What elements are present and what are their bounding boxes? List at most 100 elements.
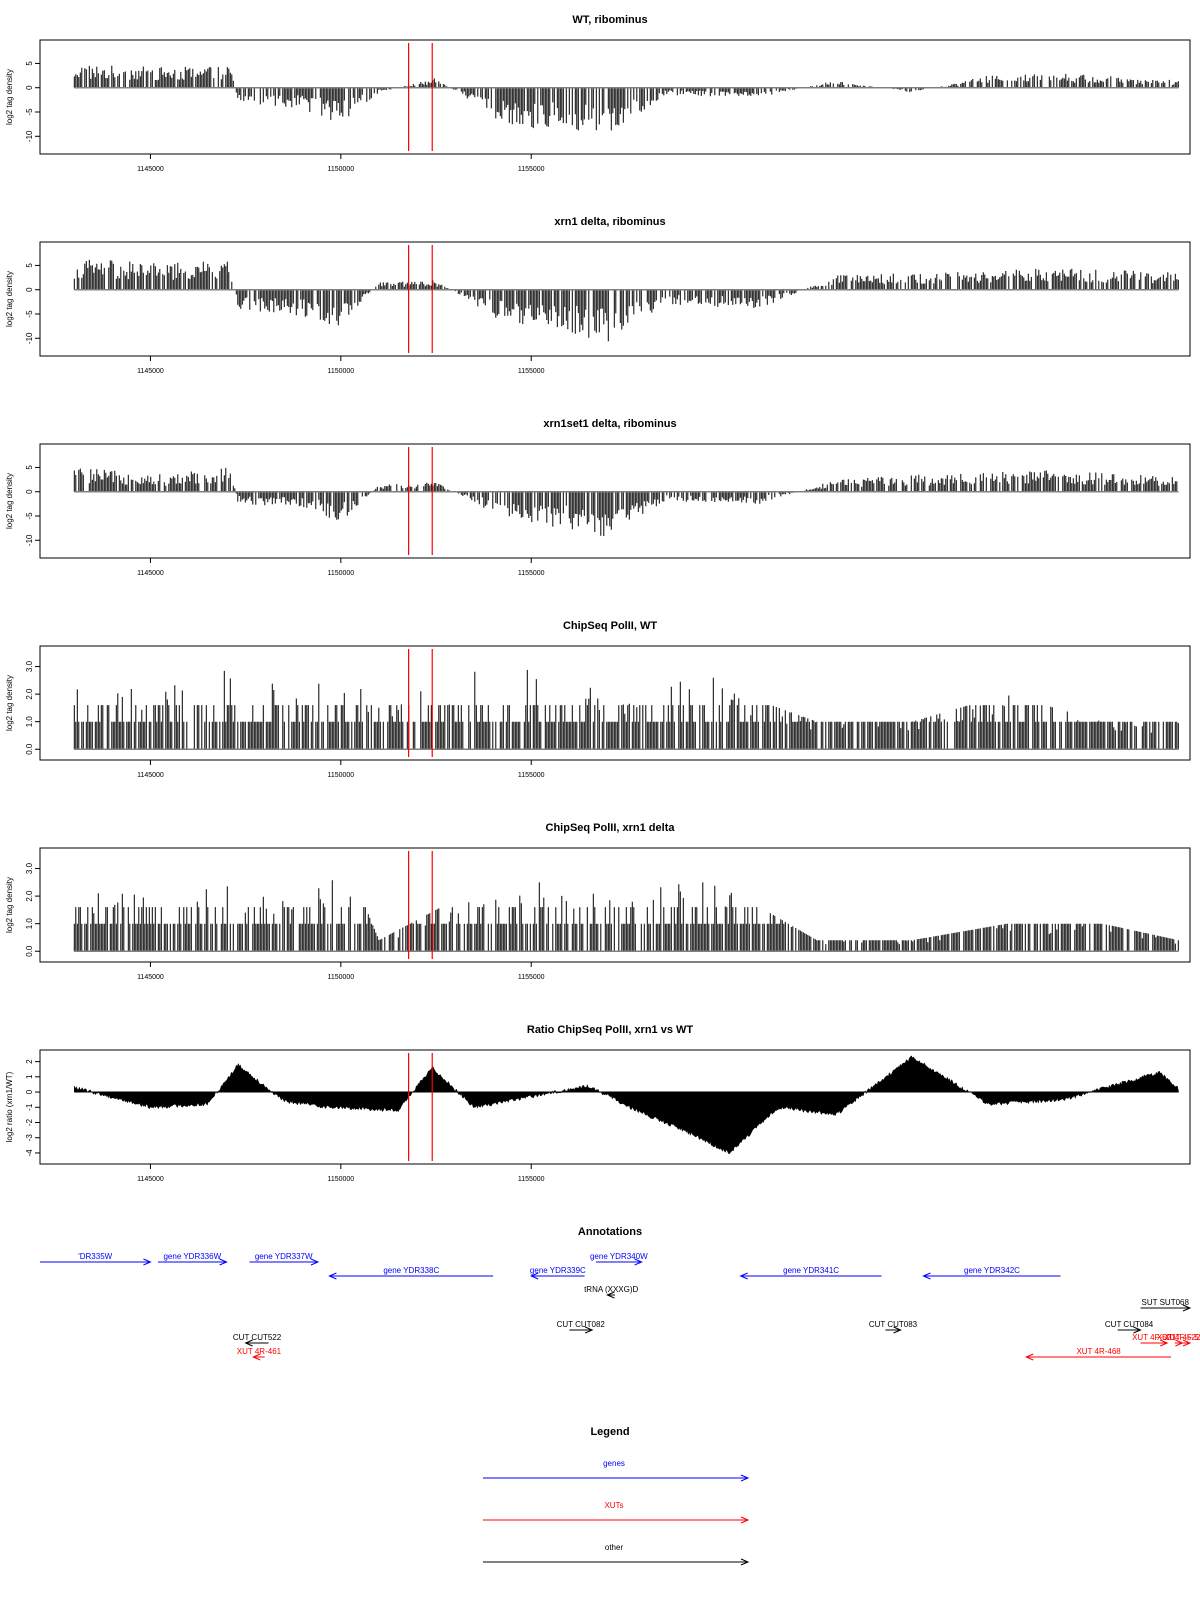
y-tick-label: 5 <box>25 61 34 66</box>
annotations-track: Annotations 'DR335W gene YDR336W gene YDR3… <box>40 1226 1200 1361</box>
y-tick-label: 0 <box>25 85 34 90</box>
feature-label: tRNA (XXXG)D <box>584 1285 638 1294</box>
y-tick-label: 0 <box>25 287 34 292</box>
feature-arrowhead <box>244 1339 253 1347</box>
annotation-gene: gene YDR340W <box>590 1252 648 1266</box>
annotation-other: tRNA (XXXG)D <box>584 1285 639 1299</box>
annotation-xut: XUT 4R-461 <box>237 1347 282 1361</box>
y-axis-label: log2 tag density <box>5 271 14 327</box>
annotation-other: CUT CUT082 <box>557 1320 606 1334</box>
y-tick-label: 1.0 <box>25 716 34 728</box>
y-tick-label: 2.0 <box>25 688 34 700</box>
panel-wt: WT, ribominus log2 tag density -10 -5 0 5 1145… <box>5 14 1191 173</box>
panel-xrn1: xrn1 delta, ribominus log2 tag density -10… <box>5 216 1191 375</box>
feature-label: XUT 4R-468 <box>1076 1347 1121 1356</box>
plot-frame <box>39 847 1191 963</box>
legend-label: other <box>605 1543 624 1552</box>
feature-arrowhead <box>922 1272 931 1280</box>
ratio-area <box>74 1055 1179 1155</box>
feature-arrowhead <box>893 1326 902 1334</box>
y-tick-label: -3 <box>25 1134 34 1142</box>
legend-item-gene: genes <box>483 1459 750 1482</box>
x-tick-label: 1145000 <box>137 368 164 375</box>
plot-frame <box>39 241 1191 357</box>
plot-frame <box>39 443 1191 559</box>
y-tick-label: 5 <box>25 465 34 470</box>
y-tick-label: 0 <box>25 1089 34 1094</box>
x-tick-label: 1145000 <box>137 166 164 173</box>
annotation-xut: XUT 4F-521 <box>1132 1333 1176 1347</box>
annotation-features: 'DR335W gene YDR336W gene YDR337W gene YDR3… <box>40 1252 1200 1361</box>
feature-arrowhead <box>1133 1326 1142 1334</box>
x-tick-label: 1155000 <box>518 974 545 981</box>
legend-label: genes <box>603 1459 625 1468</box>
feature-label: gene YDR340W <box>590 1252 648 1261</box>
feature-label: gene YDR336W <box>163 1252 221 1261</box>
panel-title: ChipSeq PolII, xrn1 delta <box>546 822 676 834</box>
x-tick-label: 1150000 <box>327 772 354 779</box>
panel-ratio: Ratio ChipSeq PolII, xrn1 vs WT log2 rati… <box>5 1024 1191 1183</box>
y-axis-label: log2 tag density <box>5 69 14 125</box>
y-axis-label: log2 tag density <box>5 473 14 529</box>
signal-xrn1 <box>73 259 1179 342</box>
panel-chip_xrn1: ChipSeq PolII, xrn1 delta log2 tag densit… <box>5 822 1191 981</box>
legend-title: Legend <box>590 1426 629 1438</box>
feature-arrowhead <box>219 1258 228 1266</box>
feature-label: CUT CUT084 <box>1105 1320 1154 1329</box>
feature-arrowhead <box>1024 1353 1034 1361</box>
feature-label: CUT CUT083 <box>869 1320 918 1329</box>
annotation-xut: XUT 4R-468 <box>1024 1347 1171 1361</box>
annotation-gene: 'DR335W <box>40 1252 152 1266</box>
panel-xrn1set1: xrn1set1 delta, ribominus log2 tag densit… <box>5 418 1191 577</box>
annotation-gene: gene YDR341C <box>739 1266 882 1280</box>
feature-label: SUT SUT068 <box>1142 1298 1190 1307</box>
x-tick-label: 1155000 <box>518 368 545 375</box>
annotation-gene: gene YDR336W <box>158 1252 228 1266</box>
annotation-other: SUT SUT068 <box>1140 1298 1192 1312</box>
feature-arrowhead <box>739 1272 748 1280</box>
y-tick-label: 0 <box>25 489 34 494</box>
feature-arrowhead <box>1182 1304 1192 1312</box>
y-tick-label: -5 <box>25 512 34 520</box>
annotation-other: CUT CUT084 <box>1105 1320 1154 1334</box>
x-tick-label: 1150000 <box>327 368 354 375</box>
plot-frame <box>39 645 1191 761</box>
legend-items: genes XUTs other <box>483 1459 750 1566</box>
x-tick-label: 1145000 <box>137 570 164 577</box>
feature-arrowhead <box>143 1258 152 1266</box>
annotation-gene: gene YDR339C <box>529 1266 586 1280</box>
panel-title: ChipSeq PolII, WT <box>563 620 657 632</box>
x-tick-label: 1155000 <box>518 772 545 779</box>
feature-label: gene YDR338C <box>383 1266 439 1275</box>
panel-title: WT, ribominus <box>572 14 647 26</box>
panel-title: Ratio ChipSeq PolII, xrn1 vs WT <box>527 1024 694 1036</box>
feature-arrowhead <box>328 1272 337 1280</box>
annotation-gene: gene YDR342C <box>922 1266 1061 1280</box>
legend: Legend genes XUTs other <box>483 1426 750 1566</box>
feature-arrowhead <box>584 1326 594 1334</box>
x-tick-label: 1150000 <box>327 570 354 577</box>
legend-arrowhead <box>740 1516 750 1524</box>
x-tick-label: 1145000 <box>137 1176 164 1183</box>
panel-title: xrn1set1 delta, ribominus <box>543 418 676 430</box>
y-axis-label: log2 tag density <box>5 675 14 731</box>
feature-arrowhead <box>529 1272 539 1280</box>
annotation-gene: gene YDR338C <box>328 1266 494 1280</box>
y-tick-label: -10 <box>25 130 34 142</box>
feature-label: XUT 4F-523 <box>1164 1333 1200 1342</box>
annotation-xut: XUT 4F-523 <box>1164 1333 1200 1347</box>
legend-item-other: other <box>483 1543 750 1566</box>
feature-arrowhead <box>606 1291 615 1299</box>
panel-title: xrn1 delta, ribominus <box>554 216 665 228</box>
feature-label: XUT 4R-461 <box>237 1347 282 1356</box>
feature-label: 'DR335W <box>78 1252 112 1261</box>
y-axis-label: log2 tag density <box>5 877 14 933</box>
feature-label: gene YDR342C <box>964 1266 1020 1275</box>
y-tick-label: -1 <box>25 1103 34 1111</box>
y-axis-label: log2 ratio (xrn1/WT) <box>5 1071 14 1142</box>
feature-label: CUT CUT082 <box>557 1320 606 1329</box>
feature-arrowhead <box>1175 1339 1184 1347</box>
annotation-other: CUT CUT083 <box>869 1320 918 1334</box>
annotation-other: CUT CUT522 <box>233 1333 282 1347</box>
